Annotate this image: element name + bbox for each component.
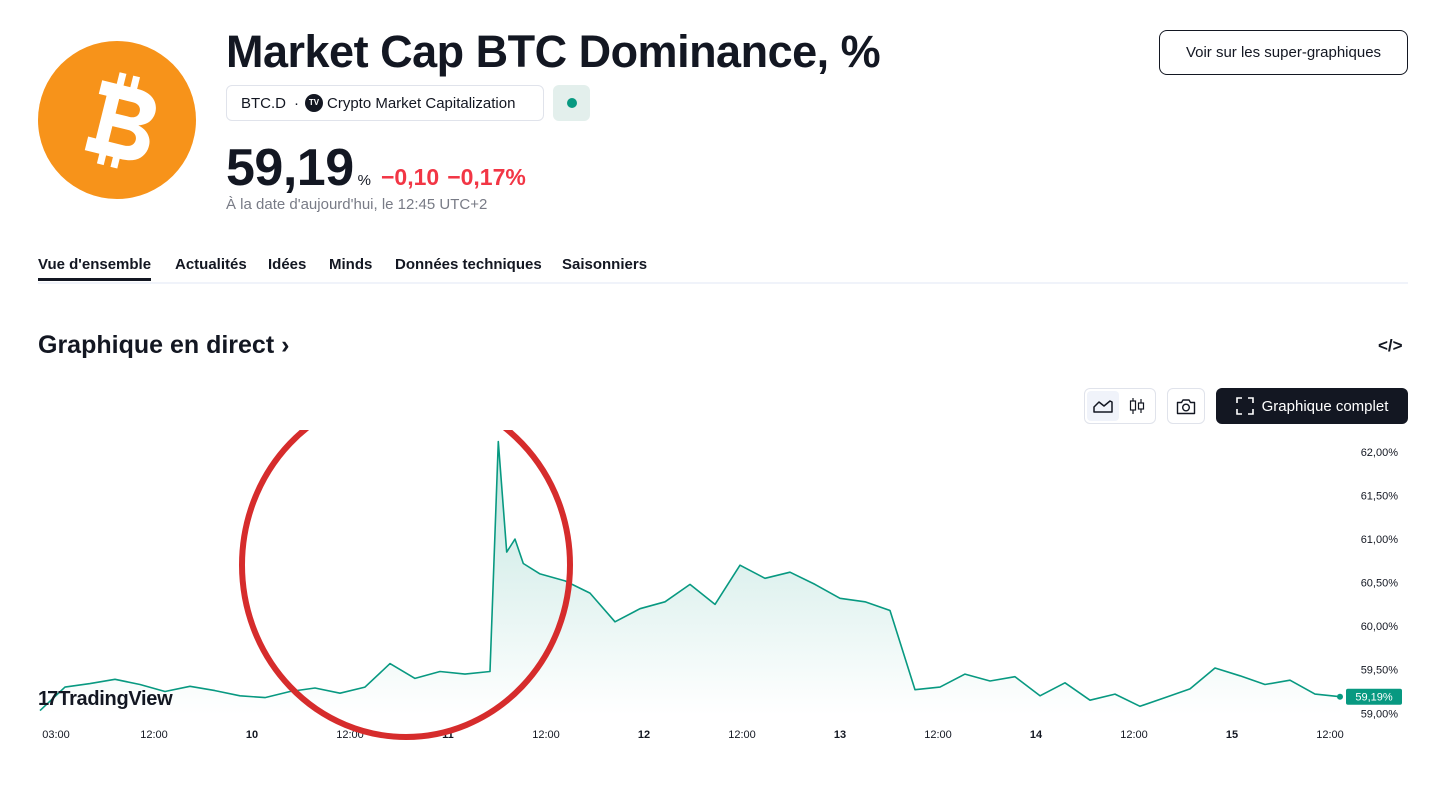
market-status-badge[interactable] xyxy=(553,85,590,121)
last-price-tag xyxy=(1346,688,1402,705)
full-chart-button[interactable]: Graphique complet xyxy=(1216,388,1408,424)
candlestick-icon xyxy=(1129,398,1145,414)
price-line xyxy=(39,440,1341,712)
tab-minds[interactable]: Minds xyxy=(329,256,373,273)
x-tick-label: 12:00 xyxy=(728,729,756,741)
x-tick-label: 12:00 xyxy=(140,729,168,741)
x-tick-label: 13 xyxy=(834,729,846,741)
super-charts-button[interactable]: Voir sur les super-graphiques xyxy=(1159,30,1408,75)
y-tick-label: 60,00% xyxy=(1361,621,1399,633)
price-area-fill xyxy=(40,441,1340,715)
chevron-right-icon: › xyxy=(281,331,290,359)
x-tick-label: 12 xyxy=(638,729,650,741)
x-tick-label: 12:00 xyxy=(1120,729,1148,741)
camera-icon xyxy=(1176,398,1196,414)
price-row: 59,19% −0,10 −0,17% xyxy=(226,138,526,198)
tradingview-logo-icon: 17 xyxy=(38,688,58,710)
area-chart-icon xyxy=(1093,400,1113,413)
exchange-name: Crypto Market Capitalization xyxy=(327,94,516,112)
y-tick-label: 61,50% xyxy=(1361,491,1399,503)
bitcoin-logo xyxy=(38,41,196,199)
live-chart-title: Graphique en direct xyxy=(38,331,275,359)
tab-news[interactable]: Actualités xyxy=(175,256,247,273)
price-change: −0,10 xyxy=(380,164,440,190)
symbol-info[interactable]: BTC.D · TV Crypto Market Capitalization xyxy=(226,85,544,121)
tab-technicals[interactable]: Données techniques xyxy=(395,256,542,273)
bitcoin-icon xyxy=(84,72,156,169)
x-tick-label: 10 xyxy=(246,729,258,741)
tab-bar: Vue d'ensemble Actualités Idées Minds Do… xyxy=(38,254,1408,284)
tab-seasonals[interactable]: Saisonniers xyxy=(562,256,648,273)
tradingview-name: TradingView xyxy=(58,688,173,710)
status-dot-icon xyxy=(567,98,577,108)
full-chart-label: Graphique complet xyxy=(1261,397,1389,415)
tradingview-logo: 17 TradingView xyxy=(38,688,173,711)
separator: · xyxy=(294,94,299,112)
symbol-ticker: BTC.D xyxy=(241,94,286,112)
tab-overview[interactable]: Vue d'ensemble xyxy=(38,256,152,281)
y-tick-label: 59,00% xyxy=(1361,708,1399,720)
x-tick-label: 12:00 xyxy=(924,729,952,741)
tab-ideas[interactable]: Idées xyxy=(268,256,307,273)
x-tick-label: 11 xyxy=(442,729,454,741)
price-unit: % xyxy=(357,172,371,189)
x-axis: 03:00 12:00 10 12:00 11 12:00 12 12:00 13 12:00 14… xyxy=(42,729,1344,741)
x-tick-label: 12:00 xyxy=(532,729,560,741)
x-tick-label: 14 xyxy=(1030,729,1043,741)
x-tick-label: 03:00 xyxy=(42,729,70,741)
area-chart-button[interactable] xyxy=(1087,391,1119,421)
as-of-timestamp: À la date d'aujourd'hui, le 12:45 UTC+2 xyxy=(226,196,488,213)
y-tick-label: 62,00% xyxy=(1361,447,1399,459)
y-tick-label: 60,50% xyxy=(1361,578,1399,590)
x-tick-label: 15 xyxy=(1226,729,1238,741)
last-price-label: 59,19% xyxy=(1355,692,1393,704)
y-axis: 62,00% 61,50% 61,00% 60,50% 60,00% 59,50% 59,0… xyxy=(1361,447,1399,720)
screenshot-button[interactable] xyxy=(1167,388,1205,424)
last-price: 59,19 xyxy=(226,139,354,197)
x-tick-label: 12:00 xyxy=(1316,729,1344,741)
annotation-circle xyxy=(239,430,573,740)
y-tick-label: 61,00% xyxy=(1361,534,1399,546)
fullscreen-icon xyxy=(1235,397,1254,415)
embed-code-icon[interactable]: </> xyxy=(1378,336,1403,355)
y-tick-label: 59,50% xyxy=(1361,665,1399,677)
chart-style-toggle xyxy=(1084,388,1156,424)
live-chart-heading[interactable]: Graphique en direct › xyxy=(38,331,289,360)
price-change-percent: −0,17% xyxy=(447,164,526,190)
candlestick-button[interactable] xyxy=(1121,391,1153,421)
last-price-dot xyxy=(1337,693,1343,700)
price-chart[interactable]: 62,00% 61,50% 61,00% 60,50% 60,00% 59,50% 59,0… xyxy=(0,430,1438,750)
page-title: Market Cap BTC Dominance, % xyxy=(226,26,881,77)
exchange-logo-icon: TV xyxy=(305,94,323,112)
